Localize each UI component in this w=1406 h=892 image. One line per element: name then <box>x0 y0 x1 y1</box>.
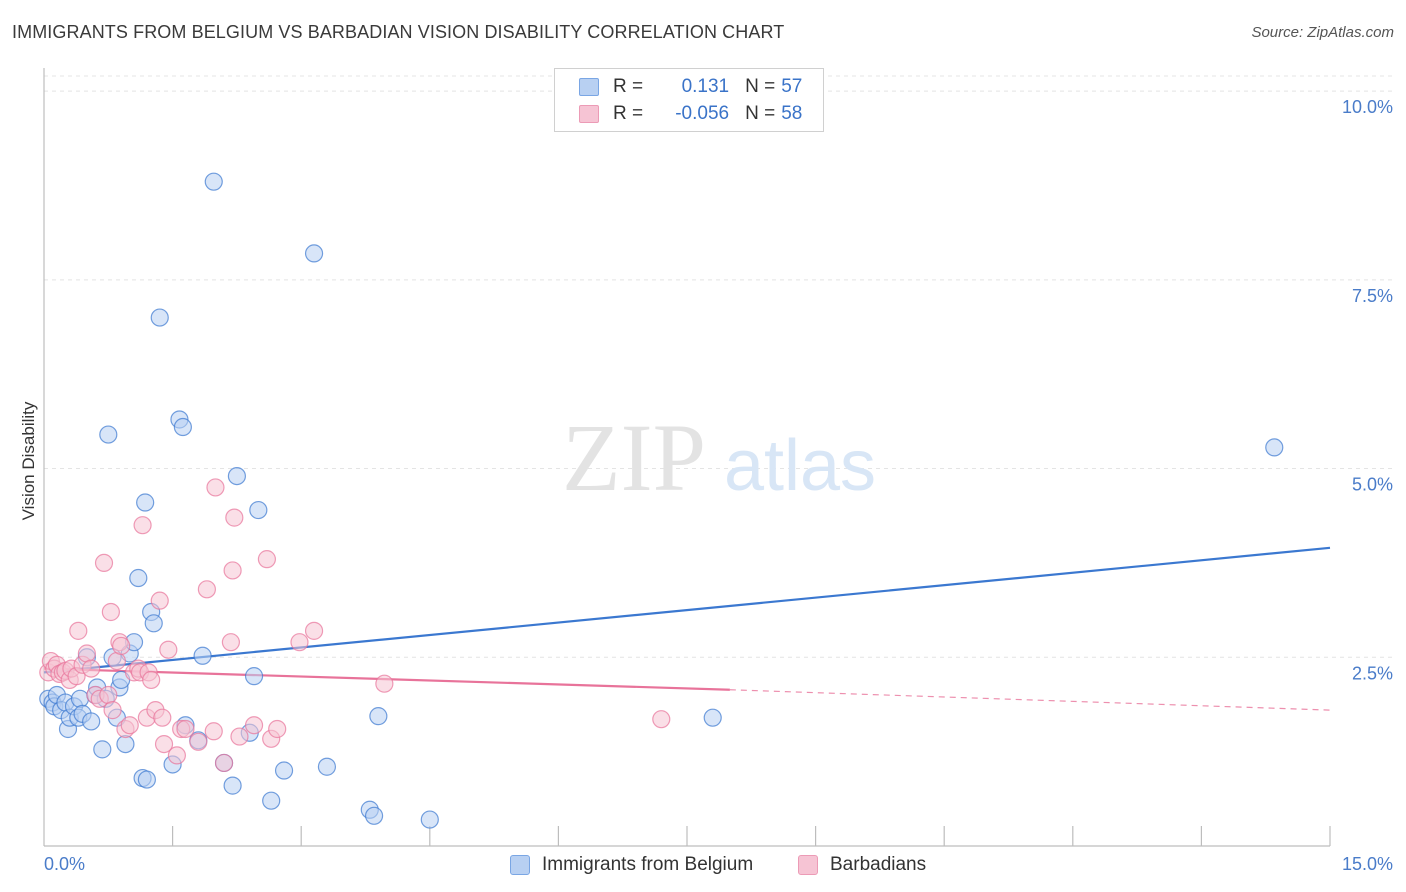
barbadian-point <box>176 719 195 739</box>
barbadian-point <box>101 602 120 622</box>
barbadian-point <box>77 644 96 663</box>
belgium-point <box>1265 438 1284 457</box>
belgium-point <box>364 806 384 825</box>
legend-r-label: R = <box>613 103 644 124</box>
belgium-point <box>274 761 294 780</box>
barbadian-point <box>268 719 287 739</box>
belgium-point <box>304 244 324 263</box>
barbadian-point <box>82 659 101 678</box>
y-tick-label: 10.0% <box>1342 97 1393 117</box>
barbadian-point <box>244 716 264 735</box>
barbadian-point <box>214 753 234 773</box>
belgium-point <box>703 708 722 727</box>
barbadian-point <box>107 651 126 671</box>
barbadian-point <box>304 621 324 640</box>
barbadian-point <box>257 550 277 569</box>
barbadian-point <box>206 478 225 497</box>
barbadian-trendline-extension <box>729 689 1331 711</box>
barbadian-point <box>133 516 152 535</box>
legend-row-belgium: R = 0.131 N = 57 <box>579 75 802 99</box>
barbadian-point <box>142 670 161 690</box>
barbadian-point <box>154 734 174 754</box>
y-tick-label: 5.0% <box>1352 475 1393 495</box>
y-tick-label: 7.5% <box>1352 286 1393 306</box>
chart-title: IMMIGRANTS FROM BELGIUM VS BARBADIAN VIS… <box>12 22 785 42</box>
x-tick-label-max: 15.0% <box>1342 854 1393 874</box>
x-tick-label-min: 0.0% <box>44 854 85 874</box>
correlation-legend: R = 0.131 N = 57 R = -0.056 N = 58 <box>554 68 824 132</box>
legend-r-label: R = <box>613 76 644 97</box>
barbadian-point <box>197 580 216 599</box>
legend-n-value: 57 <box>781 76 803 97</box>
barbadian-point <box>225 508 244 527</box>
source-credit: Source: ZipAtlas.com <box>1251 24 1394 41</box>
legend-n-label: N = <box>745 103 776 124</box>
belgium-point <box>369 707 388 726</box>
belgium-point <box>144 614 163 633</box>
series-legend-belgium[interactable]: Immigrants from Belgium <box>510 852 753 878</box>
barbadian-point <box>223 561 242 580</box>
belgium-point <box>82 712 101 731</box>
series-swatch-pink <box>798 855 818 875</box>
barbadian-point <box>69 621 88 640</box>
legend-r-value: -0.056 <box>675 103 730 124</box>
barbadian-point <box>375 674 394 693</box>
barbadian-point <box>167 746 186 765</box>
belgium-point <box>262 791 281 810</box>
belgium-point <box>227 466 246 486</box>
barbadian-point <box>153 708 172 727</box>
belgium-point <box>223 776 242 795</box>
barbadian-point <box>99 685 118 705</box>
barbadian-point <box>290 633 309 652</box>
barbadian-point <box>94 553 114 573</box>
legend-r-value: 0.131 <box>681 76 730 97</box>
belgium-point <box>150 308 169 327</box>
legend-row-barbadians: R = -0.056 N = 58 <box>579 102 802 126</box>
series-swatch-blue <box>510 855 530 875</box>
y-axis-title: Vision Disability <box>19 401 38 520</box>
belgium-point <box>137 770 156 789</box>
y-tick-label: 2.5% <box>1352 663 1393 683</box>
belgium-point <box>244 667 264 686</box>
series-name-belgium: Immigrants from Belgium <box>542 854 754 875</box>
barbadian-point <box>204 722 223 741</box>
belgium-point <box>93 740 112 759</box>
belgium-point <box>420 810 439 829</box>
belgium-point <box>193 646 212 665</box>
watermark-atlas: atlas <box>724 426 876 506</box>
barbadian-point <box>112 636 131 656</box>
belgium-point <box>116 734 135 754</box>
barbadian-point <box>150 591 169 610</box>
legend-swatch-blue <box>579 78 599 96</box>
belgium-trendline <box>43 546 1331 674</box>
belgium-point <box>99 425 118 444</box>
legend-n-value: 58 <box>781 103 803 124</box>
barbadian-point <box>230 727 249 746</box>
legend-swatch-pink <box>579 105 599 123</box>
belgium-point <box>70 689 90 708</box>
belgium-point <box>317 757 337 776</box>
belgium-point <box>204 172 223 191</box>
belgium-point <box>129 568 148 588</box>
legend-n-label: N = <box>745 76 776 97</box>
belgium-point <box>173 417 192 437</box>
barbadian-point <box>120 716 139 735</box>
barbadian-point <box>652 710 671 729</box>
barbadian-point <box>189 732 208 751</box>
series-name-barbadians: Barbadians <box>830 854 927 875</box>
barbadian-point <box>221 633 240 652</box>
belgium-point <box>249 500 268 520</box>
barbadian-point <box>103 701 122 720</box>
barbadian-point <box>159 640 178 659</box>
series-legend-barbadians[interactable]: Barbadians <box>798 852 926 878</box>
watermark-zip: ZIP <box>562 404 706 511</box>
belgium-point <box>136 493 155 512</box>
